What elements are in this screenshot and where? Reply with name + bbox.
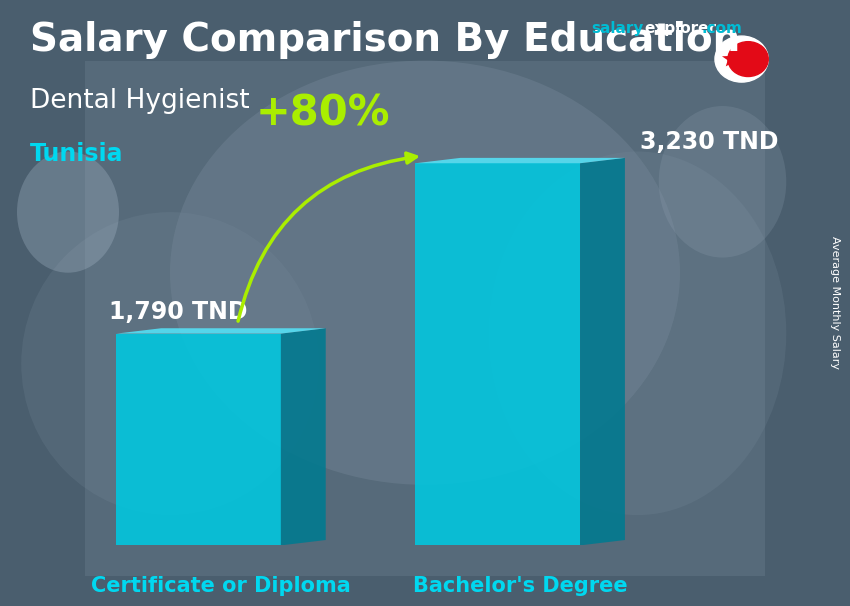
Circle shape xyxy=(715,36,768,82)
Polygon shape xyxy=(280,328,326,545)
Polygon shape xyxy=(580,158,625,545)
Text: Certificate or Diploma: Certificate or Diploma xyxy=(91,576,351,596)
Text: Salary Comparison By Education: Salary Comparison By Education xyxy=(30,21,740,59)
Text: Dental Hygienist: Dental Hygienist xyxy=(30,88,249,114)
Ellipse shape xyxy=(170,61,680,485)
Text: Average Monthly Salary: Average Monthly Salary xyxy=(830,236,840,370)
Text: salary: salary xyxy=(591,21,643,36)
Polygon shape xyxy=(722,50,742,67)
Text: +80%: +80% xyxy=(256,93,390,135)
Text: Bachelor's Degree: Bachelor's Degree xyxy=(413,576,627,596)
Text: 3,230 TND: 3,230 TND xyxy=(640,130,779,154)
Polygon shape xyxy=(116,334,280,545)
Circle shape xyxy=(728,42,768,76)
Text: Tunisia: Tunisia xyxy=(30,142,123,167)
Polygon shape xyxy=(116,328,326,334)
Ellipse shape xyxy=(17,152,119,273)
Text: 1,790 TND: 1,790 TND xyxy=(109,300,247,324)
FancyArrowPatch shape xyxy=(238,153,416,321)
Ellipse shape xyxy=(21,212,319,515)
Text: .com: .com xyxy=(701,21,742,36)
Bar xyxy=(85,61,765,576)
Polygon shape xyxy=(416,158,625,163)
Polygon shape xyxy=(416,163,580,545)
Ellipse shape xyxy=(489,152,786,515)
Ellipse shape xyxy=(659,106,786,258)
Text: explorer: explorer xyxy=(644,21,717,36)
